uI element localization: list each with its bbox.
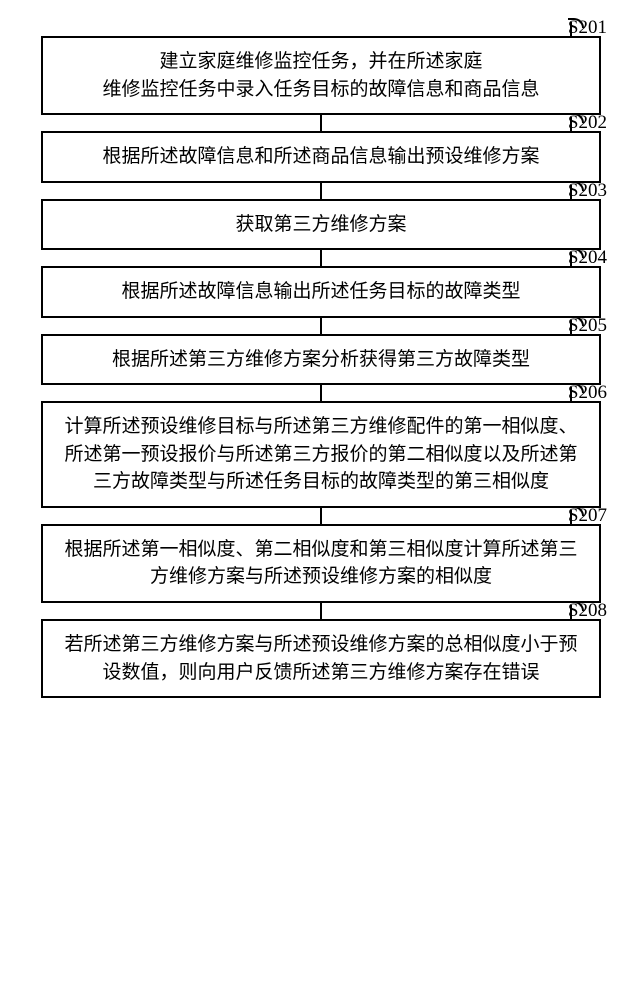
step-label: S207 [568, 502, 607, 530]
step-text: 根据所述第一相似度、第二相似度和第三相似度计算所述第三方维修方案与所述预设维修方… [64, 539, 577, 588]
step-label: S205 [568, 312, 607, 340]
step-text: 根据所述第三方维修方案分析获得第三方故障类型 [112, 349, 530, 370]
step-box-s205: S205 根据所述第三方维修方案分析获得第三方故障类型 [41, 334, 601, 386]
step-box-s204: S204 根据所述故障信息输出所述任务目标的故障类型 [41, 266, 601, 318]
step-box-s207: S207 根据所述第一相似度、第二相似度和第三相似度计算所述第三方维修方案与所述… [41, 524, 601, 603]
step-label: S206 [568, 379, 607, 407]
step-label: S204 [568, 244, 607, 272]
step-box-s202: S202 根据所述故障信息和所述商品信息输出预设维修方案 [41, 131, 601, 183]
step-text: 获取第三方维修方案 [235, 214, 406, 235]
step-label: S201 [568, 14, 607, 42]
step-text: 建立家庭维修监控任务，并在所述家庭维修监控任务中录入任务目标的故障信息和商品信息 [102, 51, 539, 100]
step-label: S203 [568, 177, 607, 205]
step-text: 计算所述预设维修目标与所述第三方维修配件的第一相似度、所述第一预设报价与所述第三… [64, 416, 577, 492]
flowchart-container: S201 建立家庭维修监控任务，并在所述家庭维修监控任务中录入任务目标的故障信息… [30, 20, 612, 698]
step-label: S202 [568, 109, 607, 137]
step-label: S208 [568, 597, 607, 625]
step-text: 根据所述故障信息和所述商品信息输出预设维修方案 [102, 146, 539, 167]
step-text: 根据所述故障信息输出所述任务目标的故障类型 [121, 281, 520, 302]
step-box-s208: S208 若所述第三方维修方案与所述预设维修方案的总相似度小于预设数值，则向用户… [41, 619, 601, 698]
step-box-s206: S206 计算所述预设维修目标与所述第三方维修配件的第一相似度、所述第一预设报价… [41, 401, 601, 508]
step-box-s203: S203 获取第三方维修方案 [41, 199, 601, 251]
step-text: 若所述第三方维修方案与所述预设维修方案的总相似度小于预设数值，则向用户反馈所述第… [64, 634, 577, 683]
step-box-s201: S201 建立家庭维修监控任务，并在所述家庭维修监控任务中录入任务目标的故障信息… [41, 36, 601, 115]
